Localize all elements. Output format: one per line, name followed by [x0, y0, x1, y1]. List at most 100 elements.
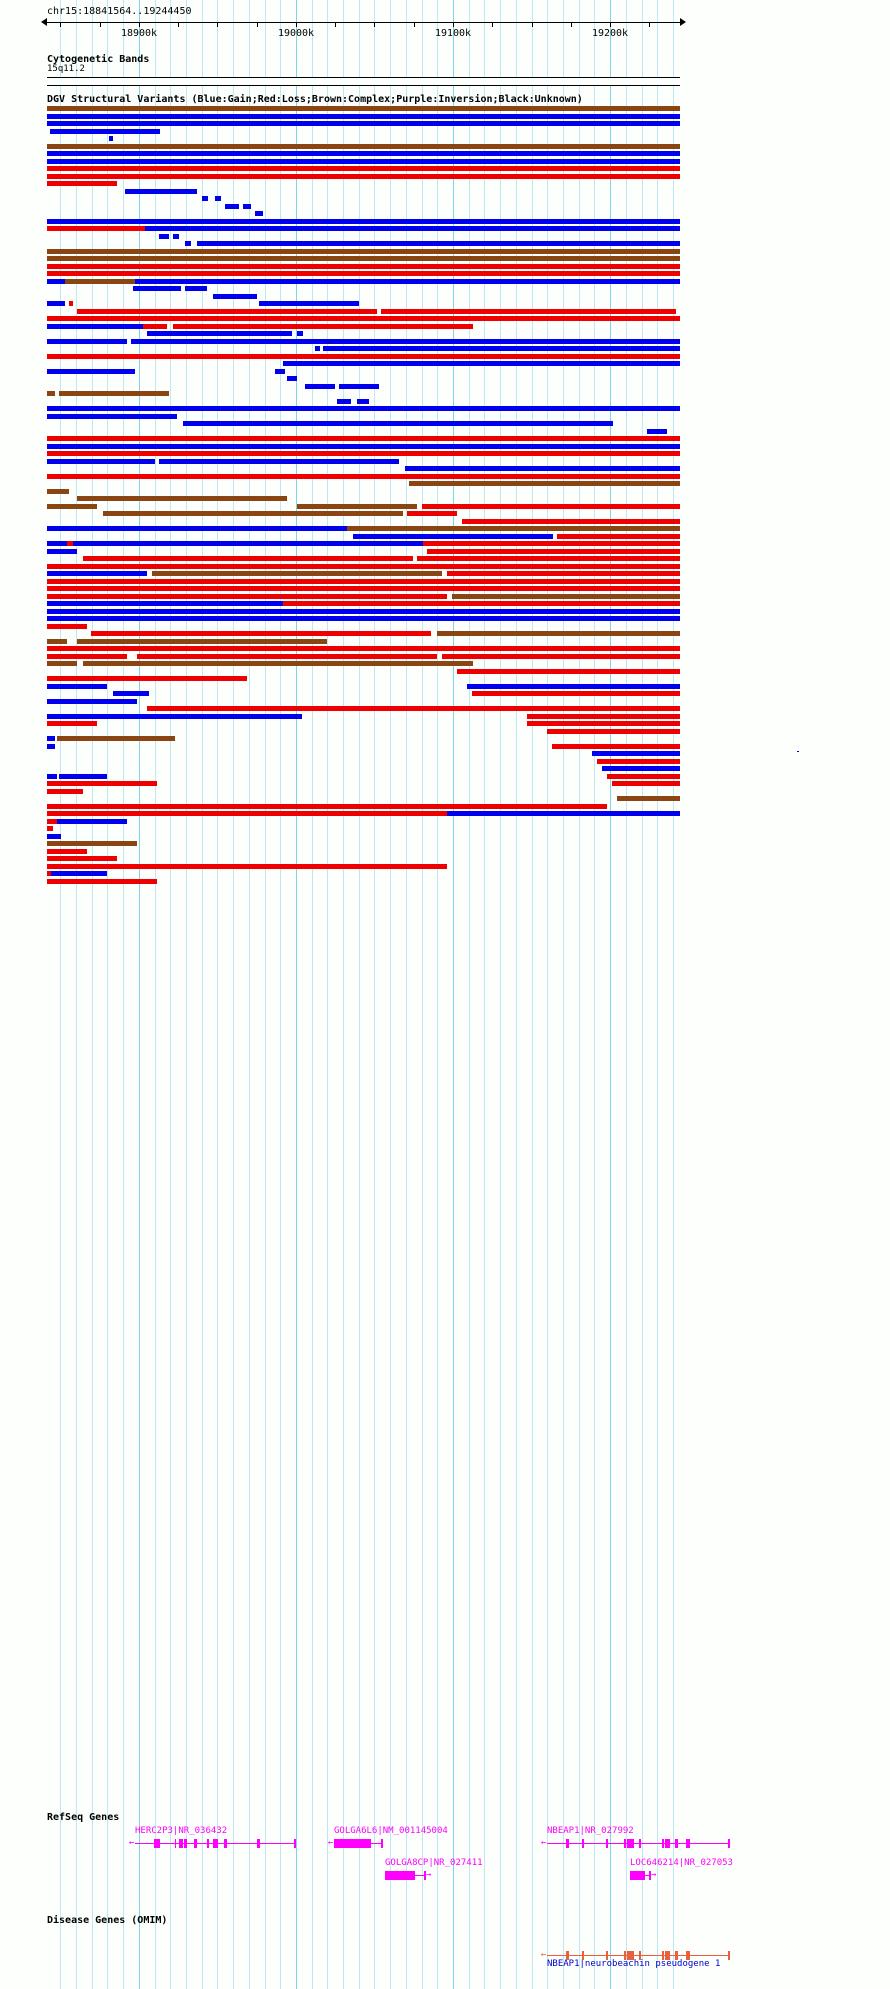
dgv-variant-bar[interactable] [47, 549, 77, 554]
dgv-variant-bar[interactable] [47, 324, 143, 329]
dgv-variant-bar[interactable] [50, 129, 160, 134]
dgv-variant-bar[interactable] [47, 166, 680, 171]
dgv-variant-bar[interactable] [47, 271, 680, 276]
dgv-variant-bar[interactable] [315, 346, 320, 351]
dgv-variant-bar[interactable] [47, 736, 55, 741]
dgv-variant-bar[interactable] [77, 309, 377, 314]
dgv-variant-bar[interactable] [437, 631, 680, 636]
dgv-variant-bar[interactable] [307, 339, 680, 344]
dgv-variant-bar[interactable] [47, 871, 107, 876]
dgv-variant-bar[interactable] [457, 669, 680, 674]
dgv-variant-bar[interactable] [147, 706, 680, 711]
dgv-variant-bar[interactable] [337, 399, 351, 404]
dgv-variant-bar[interactable] [47, 871, 51, 876]
dgv-variant-bar[interactable] [47, 391, 55, 396]
dgv-variant-bar[interactable] [147, 226, 155, 231]
dgv-variant-bar[interactable] [47, 826, 53, 831]
dgv-variant-bar[interactable] [91, 631, 431, 636]
dgv-variant-bar[interactable] [255, 211, 263, 216]
dgv-variant-bar[interactable] [472, 691, 680, 696]
dgv-variant-bar[interactable] [527, 714, 680, 719]
dgv-variant-bar[interactable] [83, 661, 473, 666]
dgv-variant-bar[interactable] [47, 721, 97, 726]
dgv-variant-bar[interactable] [137, 654, 437, 659]
dgv-variant-bar[interactable] [47, 864, 447, 869]
gene-label[interactable]: GOLGA6L6|NM_001145004 [334, 1826, 448, 1836]
dgv-variant-bar[interactable] [47, 474, 147, 479]
dgv-variant-bar[interactable] [592, 751, 680, 756]
dgv-variant-bar[interactable] [215, 196, 221, 201]
dgv-variant-bar[interactable] [283, 361, 680, 366]
dgv-variant-bar[interactable] [202, 196, 208, 201]
dgv-variant-bar[interactable] [567, 744, 680, 749]
dgv-variant-bar[interactable] [547, 729, 680, 734]
dgv-variant-bar[interactable] [527, 721, 680, 726]
dgv-variant-bar[interactable] [357, 399, 369, 404]
dgv-variant-bar[interactable] [47, 586, 680, 591]
gene-label[interactable]: NBEAP1|neurobeachin pseudogene 1 [547, 1959, 721, 1969]
dgv-variant-bar[interactable] [47, 609, 680, 614]
dgv-variant-bar[interactable] [47, 339, 127, 344]
dgv-variant-bar[interactable] [275, 369, 285, 374]
dgv-variant-bar[interactable] [47, 804, 607, 809]
dgv-variant-bar[interactable] [47, 144, 680, 149]
dgv-variant-bar[interactable] [225, 204, 239, 209]
gene-label[interactable]: NBEAP1|NR_027992 [547, 1826, 634, 1836]
dgv-variant-bar[interactable] [47, 114, 680, 119]
dgv-variant-bar[interactable] [47, 616, 607, 621]
dgv-variant-bar[interactable] [213, 294, 257, 299]
dgv-variant-bar[interactable] [602, 766, 680, 771]
dgv-variant-bar[interactable] [47, 489, 69, 494]
dgv-variant-bar[interactable] [173, 234, 179, 239]
dgv-variant-bar[interactable] [103, 511, 403, 516]
dgv-variant-bar[interactable] [152, 571, 442, 576]
dgv-variant-bar[interactable] [305, 384, 335, 389]
dgv-variant-bar[interactable] [47, 436, 607, 441]
dgv-variant-bar[interactable] [47, 834, 61, 839]
dgv-variant-bar[interactable] [47, 181, 117, 186]
dgv-variant-bar[interactable] [47, 316, 680, 321]
dgv-variant-bar[interactable] [47, 699, 137, 704]
dgv-variant-bar[interactable] [133, 286, 181, 291]
gene-label[interactable]: HERC2P3|NR_036432 [135, 1826, 228, 1836]
dgv-variant-bar[interactable] [47, 571, 147, 576]
dgv-variant-bar[interactable] [47, 219, 680, 224]
dgv-variant-bar[interactable] [409, 481, 680, 486]
gene-label[interactable]: LOC646214|NR_027053 [630, 1858, 733, 1868]
dgv-variant-bar[interactable] [47, 661, 77, 666]
dgv-variant-bar[interactable] [47, 226, 680, 231]
dgv-variant-bar[interactable] [47, 639, 67, 644]
ruler-right-arrow-icon[interactable] [680, 18, 686, 26]
dgv-variant-bar[interactable] [647, 429, 667, 434]
dgv-variant-bar[interactable] [47, 841, 137, 846]
dgv-variant-bar[interactable] [47, 279, 680, 284]
dgv-variant-bar[interactable] [422, 504, 680, 509]
dgv-variant-bar[interactable] [47, 151, 680, 156]
dgv-variant-bar[interactable] [47, 106, 680, 111]
dgv-variant-bar[interactable] [59, 391, 169, 396]
dgv-variant-bar[interactable] [617, 796, 680, 801]
dgv-variant-bar[interactable] [59, 774, 107, 779]
dgv-variant-bar[interactable] [47, 624, 87, 629]
dgv-variant-bar[interactable] [557, 534, 680, 539]
dgv-variant-bar[interactable] [381, 309, 676, 314]
dgv-variant-bar[interactable] [323, 346, 680, 351]
dgv-variant-bar[interactable] [243, 204, 251, 209]
dgv-variant-bar[interactable] [47, 414, 177, 419]
dgv-variant-bar[interactable] [597, 759, 680, 764]
dgv-variant-bar[interactable] [47, 714, 61, 719]
dgv-variant-bar[interactable] [47, 249, 680, 254]
dgv-variant-bar[interactable] [185, 286, 207, 291]
dgv-variant-bar[interactable] [47, 646, 680, 651]
dgv-variant-bar[interactable] [47, 856, 107, 861]
dgv-variant-bar[interactable] [47, 564, 680, 569]
dgv-variant-bar[interactable] [77, 639, 327, 644]
dgv-variant-bar[interactable] [47, 504, 97, 509]
dgv-variant-bar[interactable] [47, 264, 680, 269]
dgv-variant-bar[interactable] [297, 331, 303, 336]
dgv-variant-bar[interactable] [147, 331, 292, 336]
dgv-variant-bar[interactable] [155, 474, 405, 479]
dgv-variant-bar[interactable] [47, 256, 680, 261]
dgv-variant-bar[interactable] [47, 879, 157, 884]
